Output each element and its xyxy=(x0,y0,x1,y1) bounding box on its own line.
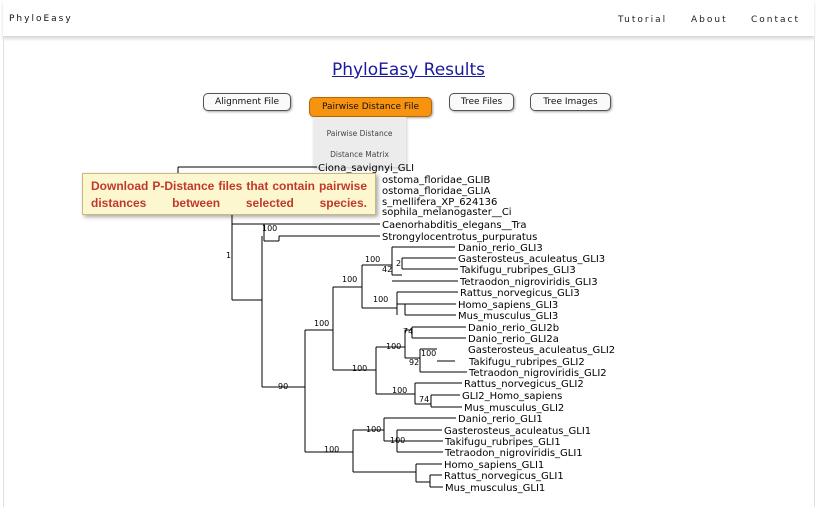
leaf-label: Ciona_savignyi_GLI xyxy=(318,163,414,174)
alignment-file-button[interactable]: Alignment File xyxy=(203,93,291,111)
support-value: 100 xyxy=(392,386,407,395)
page-border-right xyxy=(814,37,815,507)
support-value: 2 xyxy=(396,259,401,268)
leaf-label: sophila_melanogaster__Ci xyxy=(382,207,512,218)
support-value: 100 xyxy=(366,425,381,434)
support-value: 100 xyxy=(342,275,357,284)
support-value: 100 xyxy=(373,295,388,304)
tree-leaf-labels: Ciona_savignyi_GLI ostoma_floridae_GLIB … xyxy=(318,163,615,494)
dropdown-item-distance-matrix[interactable]: Distance Matrix xyxy=(330,150,389,159)
support-value: 100 xyxy=(421,349,436,358)
leaf-label: Mus_musculus_GLI1 xyxy=(445,483,545,494)
leaf-label: Tetraodon_nigroviridis_GLI1 xyxy=(444,448,583,459)
support-value: 90 xyxy=(278,382,288,391)
support-value: 74 xyxy=(403,327,413,336)
tree-support-values: 1 100 100 2 42 100 100 74 100 92 100 100… xyxy=(226,224,436,454)
support-value: 100 xyxy=(262,224,277,233)
leaf-label: GLI2_Homo_sapiens xyxy=(462,391,562,402)
leaf-label: Danio_rerio_GLI2a xyxy=(468,334,559,345)
support-value: 100 xyxy=(352,364,367,373)
leaf-label: Danio_rerio_GLI3 xyxy=(458,243,543,254)
support-value: 42 xyxy=(382,265,392,274)
leaf-label: Tetraodon_nigroviridis_GLI2 xyxy=(468,368,607,379)
pairwise-info-callout: Download P-Distance files that contain p… xyxy=(82,173,376,215)
leaf-label: Homo_sapiens_GLI3 xyxy=(458,300,558,311)
leaf-label: Tetraodon_nigroviridis_GLI3 xyxy=(459,277,598,288)
pairwise-distance-file-button[interactable]: Pairwise Distance File xyxy=(309,97,432,117)
leaf-label: Mus_musculus_GLI2 xyxy=(464,403,564,414)
leaf-label: ostoma_floridae_GLIA xyxy=(382,186,490,197)
leaf-label: Homo_sapiens_GLI1 xyxy=(444,460,544,471)
dropdown-item-pairwise-distance[interactable]: Pairwise Distance xyxy=(326,129,393,138)
page-border-left xyxy=(3,37,4,507)
brand-logo[interactable]: PhyloEasy xyxy=(9,14,73,24)
leaf-label: Takifugu_rubripes_GLI3 xyxy=(459,265,576,276)
nav-contact[interactable]: Contact xyxy=(751,15,801,25)
support-value: 92 xyxy=(409,358,419,367)
leaf-label: ostoma_floridae_GLIB xyxy=(382,175,490,186)
leaf-label: Danio_rerio_GLI2b xyxy=(468,323,559,334)
tree-files-button[interactable]: Tree Files xyxy=(449,93,514,111)
tree-images-button[interactable]: Tree Images xyxy=(530,93,611,111)
support-value: 100 xyxy=(390,436,405,445)
leaf-label: Mus_musculus_GLI3 xyxy=(458,311,558,322)
leaf-label: Caenorhabditis_elegans__Tra xyxy=(382,220,527,231)
leaf-label: Gasterosteus_aculeatus_GLI2 xyxy=(468,345,615,356)
support-value: 74 xyxy=(419,395,429,404)
nav-tutorial[interactable]: Tutorial xyxy=(618,15,668,25)
page-title[interactable]: PhyloEasy Results xyxy=(331,60,486,80)
leaf-label: Rattus_norvegicus_GLI1 xyxy=(444,471,564,482)
top-navbar: PhyloEasy Tutorial About Contact xyxy=(3,0,814,37)
support-value: 100 xyxy=(324,445,339,454)
support-value: 100 xyxy=(365,255,380,264)
leaf-label: Takifugu_rubripes_GLI2 xyxy=(468,357,585,368)
leaf-label: Gasterosteus_aculeatus_GLI1 xyxy=(444,426,591,437)
leaf-label: s_mellifera_XP_624136 xyxy=(382,197,497,208)
pairwise-dropdown-menu: Pairwise Distance Distance Matrix xyxy=(313,117,406,167)
support-value: 1 xyxy=(226,251,231,260)
support-value: 100 xyxy=(314,319,329,328)
leaf-label: Rattus_norvegicus_GLI2 xyxy=(464,379,584,390)
leaf-label: Rattus_norvegicus_GLI3 xyxy=(460,288,580,299)
leaf-label: Takifugu_rubripes_GLI1 xyxy=(444,437,561,448)
leaf-label: Gasterosteus_aculeatus_GLI3 xyxy=(458,254,605,265)
support-value: 100 xyxy=(386,342,401,351)
leaf-label: Strongylocentrotus_purpuratus xyxy=(382,232,537,243)
leaf-label: Danio_rerio_GLI1 xyxy=(458,414,543,425)
nav-about[interactable]: About xyxy=(691,15,728,25)
